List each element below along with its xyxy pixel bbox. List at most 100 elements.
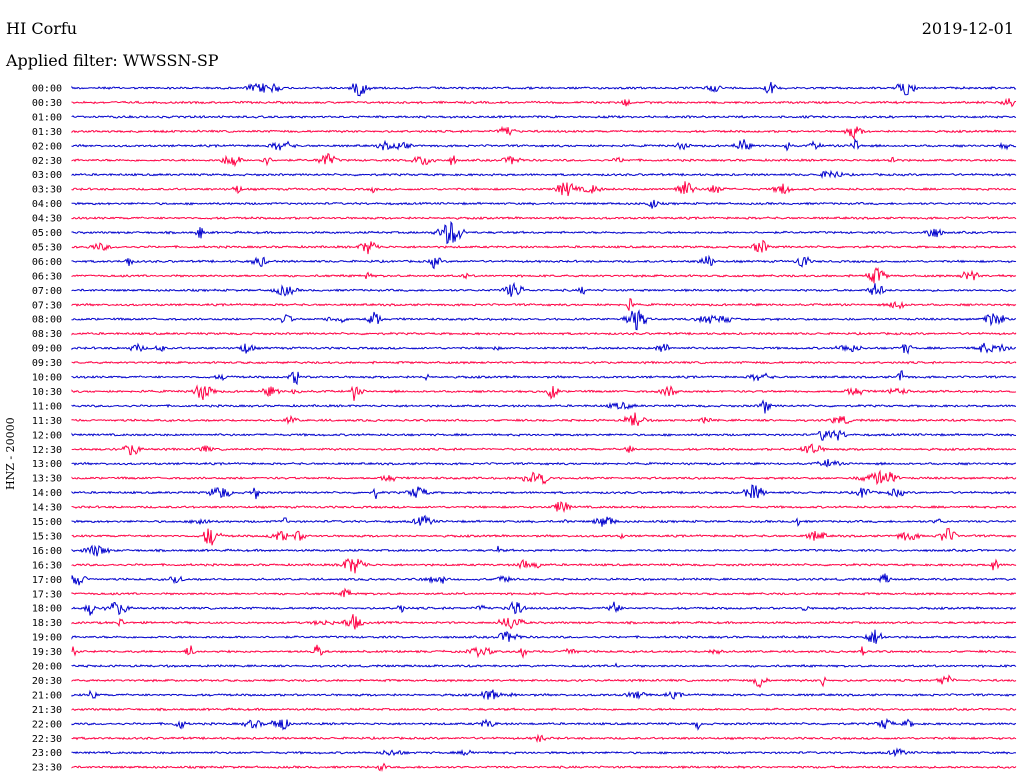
seismic-trace <box>71 614 1017 630</box>
seismic-trace <box>71 342 1017 355</box>
row-time-label: 04:30 <box>32 214 62 225</box>
row-time-label: 20:00 <box>32 662 62 673</box>
row-time-label: 06:00 <box>32 257 62 268</box>
seismic-trace <box>71 629 1017 644</box>
seismic-trace <box>71 762 1017 772</box>
row-time-label: 12:30 <box>32 445 62 456</box>
row-time-label: 15:00 <box>32 517 62 528</box>
seismic-trace <box>71 674 1017 689</box>
row-time-label: 16:30 <box>32 560 62 571</box>
row-time-label: 17:00 <box>32 575 62 586</box>
seismic-trace <box>71 600 1017 616</box>
filter-label: Applied filter: WWSSN-SP <box>6 51 219 70</box>
row-time-label: 11:00 <box>32 401 62 412</box>
seismic-trace <box>71 125 1017 141</box>
seismic-trace <box>71 239 1017 255</box>
seismic-trace <box>71 220 1017 245</box>
row-time-label: 23:00 <box>32 748 62 759</box>
seismic-trace <box>71 587 1016 598</box>
row-time-label: 22:30 <box>32 734 62 745</box>
row-time-label: 08:00 <box>32 315 62 326</box>
row-time-label: 03:30 <box>32 185 62 196</box>
row-time-label: 17:30 <box>32 589 62 600</box>
seismic-trace <box>71 297 1017 311</box>
row-time-label: 12:00 <box>32 430 62 441</box>
row-time-label: 07:00 <box>32 286 62 297</box>
row-time-label: 21:00 <box>32 690 62 701</box>
seismic-trace <box>71 97 1017 108</box>
row-time-label: 13:00 <box>32 459 62 470</box>
row-time-label: 01:30 <box>32 127 62 138</box>
row-time-label: 07:30 <box>32 300 62 311</box>
row-time-label: 20:30 <box>32 676 62 687</box>
row-time-label: 09:30 <box>32 358 62 369</box>
seismic-trace <box>71 216 1017 221</box>
seismic-trace <box>71 484 1017 500</box>
row-time-label: 23:30 <box>32 763 62 774</box>
seismic-trace <box>71 114 1017 119</box>
seismic-trace <box>71 384 1017 401</box>
row-time-label: 05:30 <box>32 242 62 253</box>
seismic-trace <box>71 360 1017 365</box>
row-time-label: 18:30 <box>32 618 62 629</box>
row-time-label: 08:30 <box>32 329 62 340</box>
row-time-label: 05:00 <box>32 228 62 239</box>
seismic-trace <box>71 469 1017 486</box>
seismic-trace <box>71 169 1017 179</box>
seismic-trace <box>71 662 1017 669</box>
seismic-trace <box>71 138 1017 152</box>
row-time-label: 11:30 <box>32 416 62 427</box>
row-time-label: 04:00 <box>32 199 62 210</box>
row-time-label: 00:30 <box>32 98 62 109</box>
record-date: 2019-12-01 <box>921 19 1014 38</box>
seismic-trace <box>71 181 1017 197</box>
row-time-label: 15:30 <box>32 531 62 542</box>
row-time-label: 14:30 <box>32 503 62 514</box>
seismic-trace <box>71 267 1017 284</box>
seismic-trace <box>71 399 1017 414</box>
seismic-trace <box>71 429 1017 441</box>
seismic-trace <box>71 707 1017 712</box>
seismic-trace <box>71 309 1016 331</box>
seismic-trace <box>71 514 1017 527</box>
seismic-trace <box>71 544 1016 557</box>
row-time-label: 06:30 <box>32 271 62 282</box>
row-time-label: 01:00 <box>32 112 62 123</box>
seismic-trace <box>71 459 1017 468</box>
seismic-trace <box>71 443 1017 456</box>
seismic-trace <box>71 412 1017 426</box>
station-title: HI Corfu <box>6 19 78 38</box>
row-time-label: 10:30 <box>32 387 62 398</box>
seismic-trace <box>71 717 1016 731</box>
row-time-label: 02:30 <box>32 156 62 167</box>
row-time-label: 03:00 <box>32 170 62 181</box>
seismic-trace <box>71 370 1017 386</box>
seismic-trace <box>71 733 1017 743</box>
seismic-trace <box>71 199 1017 209</box>
row-time-label: 19:30 <box>32 647 62 658</box>
row-time-label: 13:30 <box>32 474 62 485</box>
row-time-label: 09:00 <box>32 344 62 355</box>
row-time-label: 18:00 <box>32 604 62 615</box>
row-time-label: 14:00 <box>32 488 62 499</box>
row-time-label: 10:00 <box>32 373 62 384</box>
row-time-label: 19:00 <box>32 633 62 644</box>
seismic-trace <box>71 747 1017 758</box>
row-time-label: 16:00 <box>32 546 62 557</box>
seismic-trace <box>71 527 1017 546</box>
seismic-trace <box>71 573 1017 586</box>
seismic-trace <box>71 689 1017 700</box>
seismic-trace <box>71 254 1017 270</box>
row-time-label: 21:30 <box>32 705 62 716</box>
row-time-label: 22:00 <box>32 719 62 730</box>
seismic-trace <box>71 644 1017 659</box>
seismic-trace <box>71 331 1017 336</box>
seismic-trace <box>71 501 1017 513</box>
seismic-trace <box>71 152 1016 168</box>
seismic-trace <box>71 558 1017 574</box>
row-time-label: 02:00 <box>32 141 62 152</box>
seismic-trace <box>71 81 1017 97</box>
seismic-trace <box>71 281 1016 297</box>
row-time-label: 00:00 <box>32 84 62 95</box>
